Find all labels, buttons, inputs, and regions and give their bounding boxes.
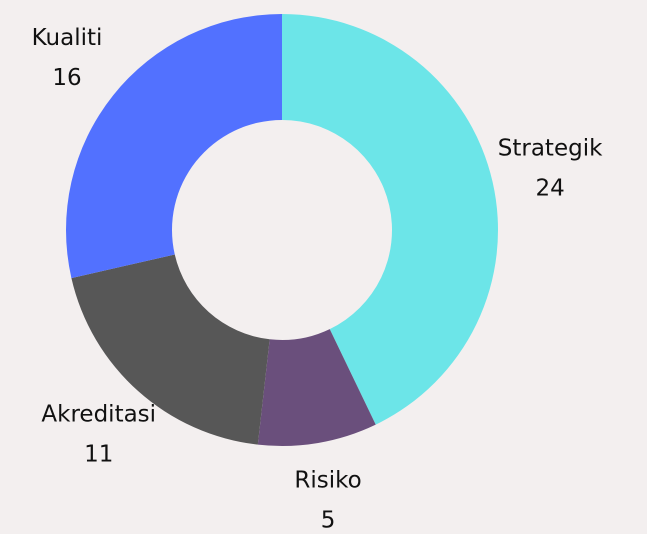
donut-slice	[282, 14, 498, 425]
slice-label: Risiko	[294, 468, 361, 494]
slice-value: 16	[52, 65, 81, 91]
donut-slice	[65, 14, 282, 279]
slice-value: 24	[535, 175, 564, 201]
slice-label: Strategik	[498, 135, 603, 161]
slice-value: 5	[321, 508, 336, 534]
donut-slice	[257, 329, 376, 446]
slice-label: Kualiti	[32, 25, 103, 51]
slice-value: 11	[84, 442, 113, 468]
slice-label: Akreditasi	[41, 402, 156, 428]
donut-slice	[71, 254, 270, 445]
